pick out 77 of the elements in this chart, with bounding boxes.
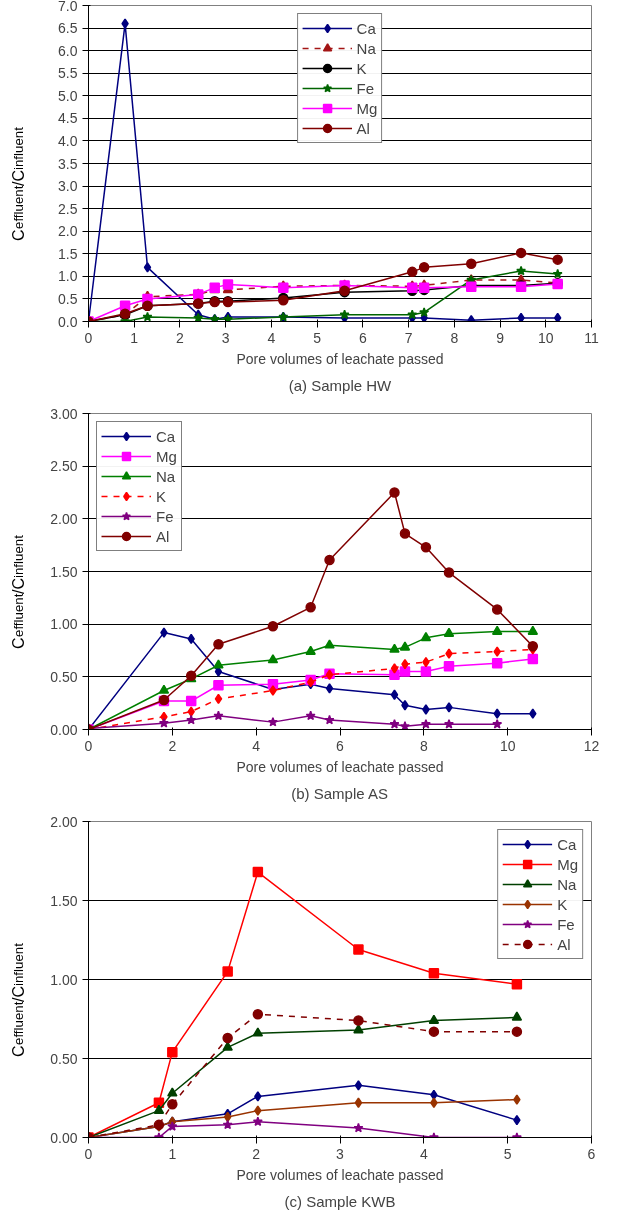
y-tick-label: 6.0 <box>58 42 78 59</box>
x-tick-label: 1 <box>168 1145 177 1162</box>
legend-label: Mg <box>356 99 378 117</box>
y-tick-label: 0.50 <box>50 668 78 685</box>
legend-label: K <box>356 59 368 77</box>
x-tick-label: 10 <box>499 737 516 754</box>
y-tick-label: 5.0 <box>58 87 78 104</box>
x-tick-label: 2 <box>168 737 177 754</box>
legend-label: Na <box>356 39 377 57</box>
x-axis-title: Pore volumes of leachate passed <box>236 350 444 367</box>
y-tick-label: 0.00 <box>50 721 78 738</box>
legend-label: Fe <box>356 79 376 97</box>
y-tick-label: 2.5 <box>58 200 78 217</box>
legend-label: Al <box>156 527 171 545</box>
x-tick-label: 10 <box>537 329 554 346</box>
legend-label: Ca <box>356 19 377 37</box>
x-axis-title: Pore volumes of leachate passed <box>236 758 444 775</box>
y-tick-label: 4.0 <box>58 132 78 149</box>
x-tick-label: 6 <box>336 737 345 754</box>
y-tick-label: 1.50 <box>50 892 78 909</box>
x-tick-label: 2 <box>252 1145 261 1162</box>
y-tick-label: 1.0 <box>58 268 78 285</box>
x-tick-label: 4 <box>267 329 276 346</box>
x-tick-label: 0 <box>84 329 93 346</box>
x-tick-label: 9 <box>496 329 505 346</box>
x-axis-title: Pore volumes of leachate passed <box>236 1166 444 1183</box>
y-tick-label: 5.5 <box>58 65 78 82</box>
y-tick-label: 1.50 <box>50 563 78 580</box>
y-tick-label: 1.00 <box>50 971 78 988</box>
x-tick-label: 2 <box>176 329 185 346</box>
legend-label: Al <box>557 935 572 953</box>
legend-label: Al <box>356 119 371 137</box>
y-tick-label: 2.00 <box>50 813 78 830</box>
y-tick-label: 2.50 <box>50 458 78 475</box>
x-tick-label: 3 <box>336 1145 345 1162</box>
y-tick-label: 7.0 <box>58 0 78 14</box>
y-tick-label: 4.5 <box>58 110 78 127</box>
y-tick-label: 6.5 <box>58 20 78 37</box>
y-tick-label: 3.0 <box>58 178 78 195</box>
x-tick-label: 5 <box>503 1145 512 1162</box>
legend-label: Mg <box>557 855 578 873</box>
x-tick-label: 8 <box>419 737 428 754</box>
y-tick-label: 0.50 <box>50 1050 78 1067</box>
legend-label: Fe <box>156 507 175 525</box>
legend-label: Na <box>557 875 578 893</box>
y-tick-label: 2.0 <box>58 223 78 240</box>
y-tick-label: 0.0 <box>58 313 78 330</box>
y-tick-label: 1.00 <box>50 616 78 633</box>
y-tick-label: 0.00 <box>50 1129 78 1146</box>
y-tick-label: 3.5 <box>58 155 78 172</box>
text: (b) Sample AS <box>291 784 388 802</box>
x-tick-label: 5 <box>313 329 322 346</box>
legend-label: Ca <box>156 427 176 445</box>
x-tick-label: 12 <box>583 737 600 754</box>
y-tick-label: 0.5 <box>58 290 78 307</box>
x-tick-label: 1 <box>130 329 139 346</box>
legend-label: Ca <box>557 835 578 853</box>
x-tick-label: 6 <box>358 329 367 346</box>
y-tick-label: 1.5 <box>58 245 78 262</box>
text: (c) Sample KWB <box>284 1192 396 1210</box>
x-tick-label: 0 <box>84 1145 93 1162</box>
text: (a) Sample HW <box>288 376 393 394</box>
y-tick-label: 2.00 <box>50 510 78 527</box>
legend-label: Fe <box>557 915 576 933</box>
x-tick-label: 3 <box>221 329 230 346</box>
legend-label: K <box>156 487 167 505</box>
x-tick-label: 7 <box>404 329 413 346</box>
y-tick-label: 3.00 <box>50 405 78 422</box>
x-tick-label: 4 <box>419 1145 428 1162</box>
x-tick-label: 11 <box>584 329 599 346</box>
x-tick-label: 0 <box>84 737 93 754</box>
x-tick-label: 8 <box>450 329 459 346</box>
legend-label: Mg <box>156 447 177 465</box>
x-tick-label: 6 <box>587 1145 596 1162</box>
legend-label: Na <box>156 467 176 485</box>
x-tick-label: 4 <box>252 737 261 754</box>
legend-label: K <box>557 895 569 913</box>
